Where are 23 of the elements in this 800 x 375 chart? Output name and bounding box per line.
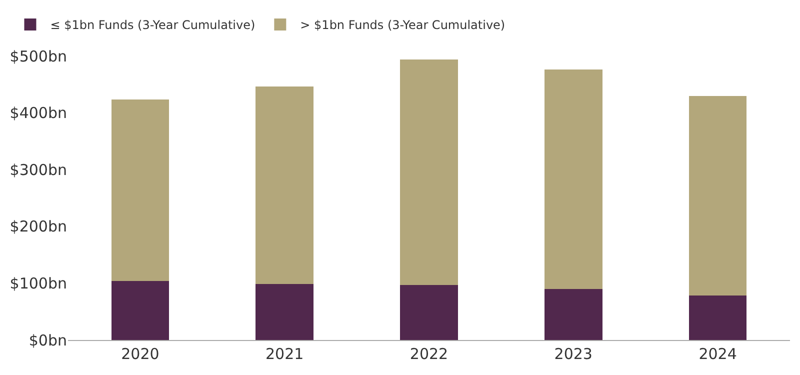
legend-label: > $1bn Funds (3-Year Cumulative): [300, 18, 506, 32]
legend-label: ≤ $1bn Funds (3-Year Cumulative): [50, 18, 256, 32]
bar: [544, 288, 602, 340]
y-tick-label: $500bn: [10, 47, 67, 66]
x-tick-label: 2024: [698, 345, 737, 363]
bar: [111, 100, 170, 281]
y-tick-label: $400bn: [10, 104, 67, 122]
bar: [256, 284, 314, 340]
bar: [400, 284, 458, 340]
bar: [544, 70, 602, 289]
y-tick-label: $0bn: [28, 331, 67, 350]
bar: [111, 280, 170, 340]
y-tick-label: $300bn: [10, 160, 67, 179]
x-tick-label: 2021: [266, 345, 304, 363]
x-tick-label: 2022: [410, 345, 448, 363]
bar: [688, 296, 747, 340]
x-tick-label: 2023: [554, 345, 592, 363]
bar: [400, 59, 458, 285]
y-tick-label: $100bn: [10, 274, 67, 292]
y-tick-label: $200bn: [10, 218, 67, 236]
x-tick-label: 2020: [121, 345, 160, 363]
bar: [256, 86, 314, 284]
bar: [688, 96, 747, 296]
